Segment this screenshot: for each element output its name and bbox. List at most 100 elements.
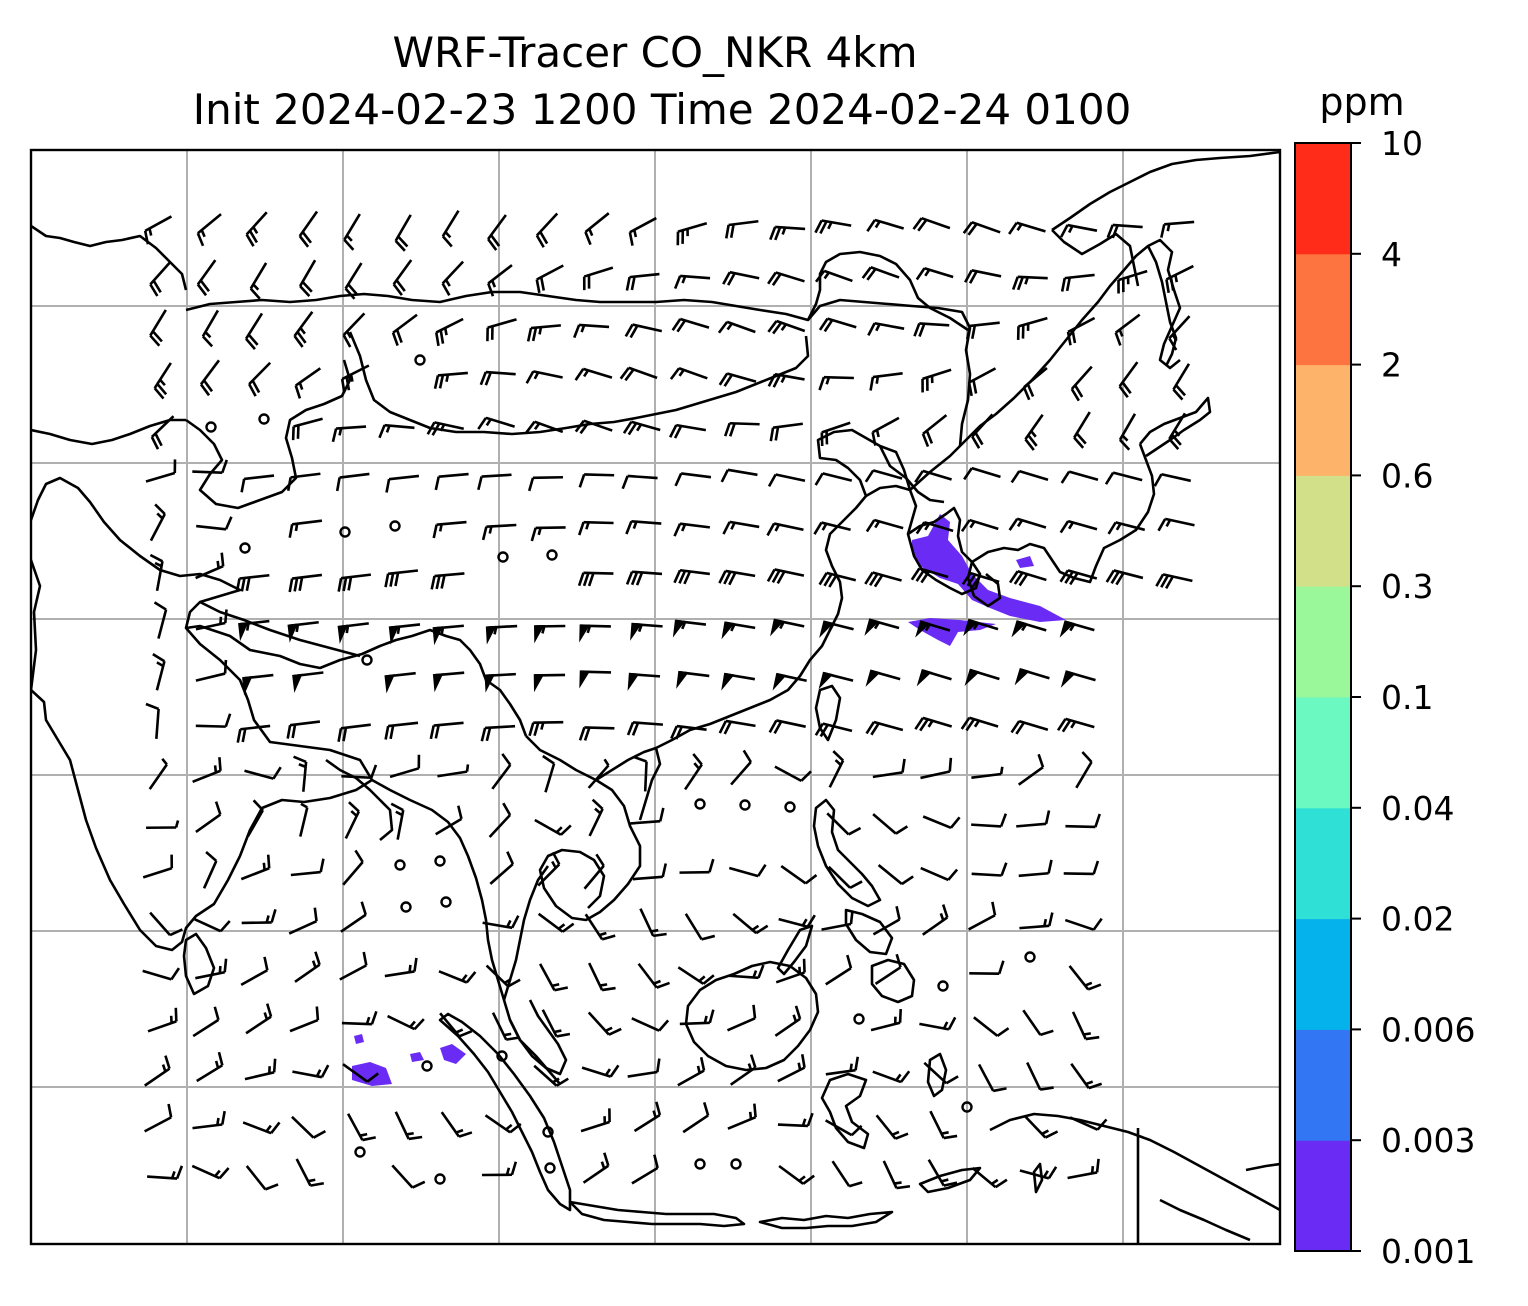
wind-barb [480,724,516,742]
wind-barb [679,1009,715,1026]
calm-wind-circle [496,1050,508,1062]
wind-barb [191,1164,230,1180]
wind-barb [288,907,318,935]
wind-barb [673,522,711,537]
wind-barb [673,568,710,585]
colorbar-segment [1295,143,1351,255]
wind-barb [192,757,222,784]
calm-wind-circle [853,1013,865,1025]
wind-barb [814,722,853,738]
wind-barb [385,474,420,493]
colorbar-tick-label: 2 [1381,346,1402,385]
wind-barb [1059,519,1098,534]
wind-barb [533,1064,569,1087]
wind-barb [967,367,997,397]
wind-barb [865,669,901,687]
wind-barb [578,726,615,741]
border-bangladesh [325,758,394,841]
wind-barb [1060,470,1099,484]
coast-east-pacific-island [1032,1162,1044,1194]
wind-barb [1106,223,1143,239]
wind-barb [486,318,517,342]
wind-barb [864,571,902,588]
calm-wind-circle [389,520,401,532]
wind-barb [633,1101,662,1133]
coast-halmahera [926,1052,948,1098]
wind-barb [768,719,806,735]
wind-barb [977,1063,1007,1093]
wind-barb [391,313,418,346]
wind-barb [867,321,905,336]
border-central-asia [31,418,186,446]
wind-barb [963,618,999,637]
wind-barb [487,214,507,251]
calm-wind-circle [440,896,452,908]
calm-wind-circle [361,654,373,666]
wind-barb [730,749,752,786]
wind-barb [537,851,561,887]
map-frame [29,148,1282,1246]
wind-barb [831,1160,863,1188]
wind-barb [825,954,853,986]
wind-barb [288,519,323,538]
wind-barb [728,964,765,980]
wind-barb [245,211,268,247]
wind-barb [441,210,460,248]
wind-barb [477,416,516,430]
wind-barb [971,413,994,449]
wind-barb [246,799,265,837]
wind-barb [195,713,232,728]
calm-wind-circle [434,855,446,867]
wind-barb [910,567,949,584]
border-kazakh-north [31,224,188,291]
colorbar-segment [1295,807,1351,920]
wind-barb [922,815,961,830]
wind-barb [588,798,604,837]
wind-barb [153,601,168,639]
wind-barb [384,569,419,588]
wind-barb [244,766,282,780]
colorbar-tick-label: 4 [1381,235,1402,274]
wind-barb [579,624,611,643]
wind-barb [1008,517,1047,531]
wind-barb [533,673,566,693]
colorbar-tick-label: 0.6 [1381,456,1433,495]
wind-barb [484,672,516,693]
wind-barb [1073,411,1091,449]
wind-barb [294,951,321,983]
wind-barb [299,802,309,837]
wind-barb [723,421,760,437]
wind-barb [1155,573,1193,589]
wind-barb [632,863,668,881]
map-title-line1: WRF-Tracer CO_NKR 4km [392,28,917,77]
wind-barb [195,801,222,833]
wind-barb [574,367,613,381]
wind-barbs [142,210,1195,1191]
wind-barb [579,670,612,689]
wind-barb [290,858,325,877]
calm-wind-circle [694,1158,706,1170]
wind-barb [535,264,564,294]
wind-barb [1160,220,1195,238]
wind-barb [488,802,512,838]
wind-barb [732,912,769,935]
border-kazakh-china [185,359,352,510]
wind-barb [1010,719,1049,735]
wind-barb [1024,413,1044,451]
coast-timor [918,1166,982,1194]
colorbar-unit: ppm [1319,80,1404,124]
wind-barb [344,262,363,300]
wind-barb [149,309,167,347]
wind-barb [340,364,370,393]
wind-barb [872,905,901,936]
coast-japan-honshu [971,443,1156,584]
wind-barb [766,568,805,585]
colorbar-segment [1295,364,1351,476]
tracer-plume-sumatra [352,1062,392,1086]
wind-barb [673,274,711,290]
wind-barb [1064,917,1103,931]
calm-wind-circle [258,413,270,425]
wind-barb [439,1012,473,1038]
wind-barb [919,1016,957,1031]
wind-barb [877,864,914,886]
